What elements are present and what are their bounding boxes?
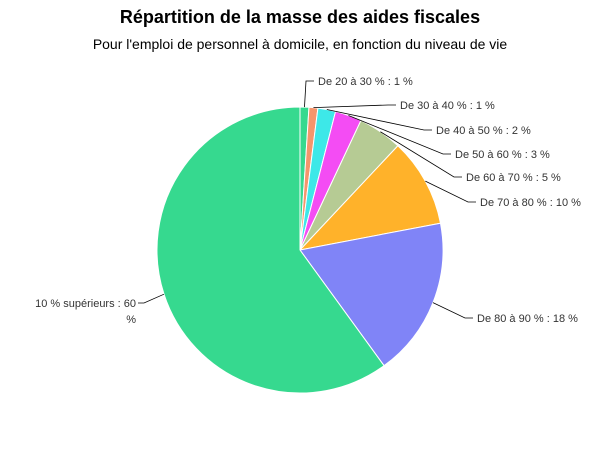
leader-line (138, 293, 165, 304)
pie-slice (299, 222, 444, 367)
slice-label: De 60 à 70 % : 5 % (466, 172, 561, 184)
pie-slices (156, 106, 444, 394)
chart-title: Répartition de la masse des aides fiscal… (119, 7, 481, 27)
leader-line (326, 109, 432, 131)
slice-label: De 30 à 40 % : 1 % (400, 100, 495, 112)
slice-label: De 80 à 90 % : 18 % (477, 313, 578, 325)
leader-lines (138, 80, 476, 319)
chart-subtitle: Pour l'emploi de personnel à domicile, e… (92, 36, 508, 52)
leader-line (425, 180, 476, 203)
slice-label: De 50 à 60 % : 3 % (455, 149, 550, 161)
slice-label: De 70 à 80 % : 10 % (480, 197, 581, 209)
slice-label: De 20 à 30 % : 1 % (318, 76, 413, 88)
pie-slice (156, 106, 385, 394)
slice-labels: De 20 à 30 % : 1 % De 30 à 40 % : 1 % De 4… (35, 76, 581, 326)
leader-line (304, 80, 314, 108)
leader-line (432, 302, 473, 319)
slice-label: 10 % supérieurs : 60% (35, 298, 136, 326)
leader-line (313, 104, 396, 109)
leader-line (380, 131, 462, 178)
leader-line (348, 115, 451, 155)
slice-label: De 40 à 50 % : 2 % (436, 125, 531, 137)
pie-slice (298, 145, 442, 251)
